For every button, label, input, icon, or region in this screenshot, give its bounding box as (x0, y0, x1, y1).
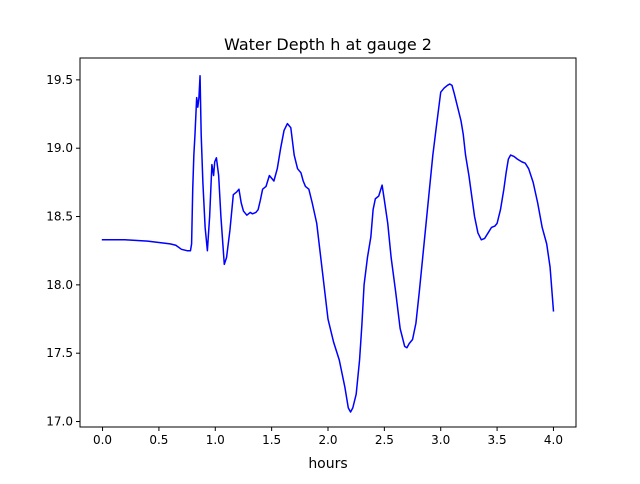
plot-area: 0.0 0.5 1.0 1.5 2.0 2.5 3.0 3.5 4.0 17.0 17.5 18.0 1… (46, 57, 577, 447)
y-tick-label: 19.0 (46, 141, 73, 155)
y-tick-label: 19.5 (46, 73, 73, 87)
series-line-0 (101, 75, 555, 413)
chart-title: Water Depth h at gauge 2 (224, 35, 432, 54)
x-axis-label: hours (308, 456, 347, 472)
x-tick-label: 2.5 (375, 433, 394, 447)
y-tick-label: 17.0 (46, 415, 73, 429)
y-tick-label: 18.0 (46, 278, 73, 292)
x-tick-label: 3.5 (488, 433, 507, 447)
y-tick-label: 18.5 (46, 210, 73, 224)
x-tick-label: 1.5 (262, 433, 281, 447)
x-tick-label: 2.0 (318, 433, 337, 447)
x-tick-label: 1.0 (206, 433, 225, 447)
x-tick-label: 3.0 (431, 433, 450, 447)
x-tick-label: 4.0 (544, 433, 563, 447)
y-tick-label: 17.5 (46, 346, 73, 360)
x-tick-label: 0.5 (149, 433, 168, 447)
x-tick-label: 0.0 (93, 433, 112, 447)
